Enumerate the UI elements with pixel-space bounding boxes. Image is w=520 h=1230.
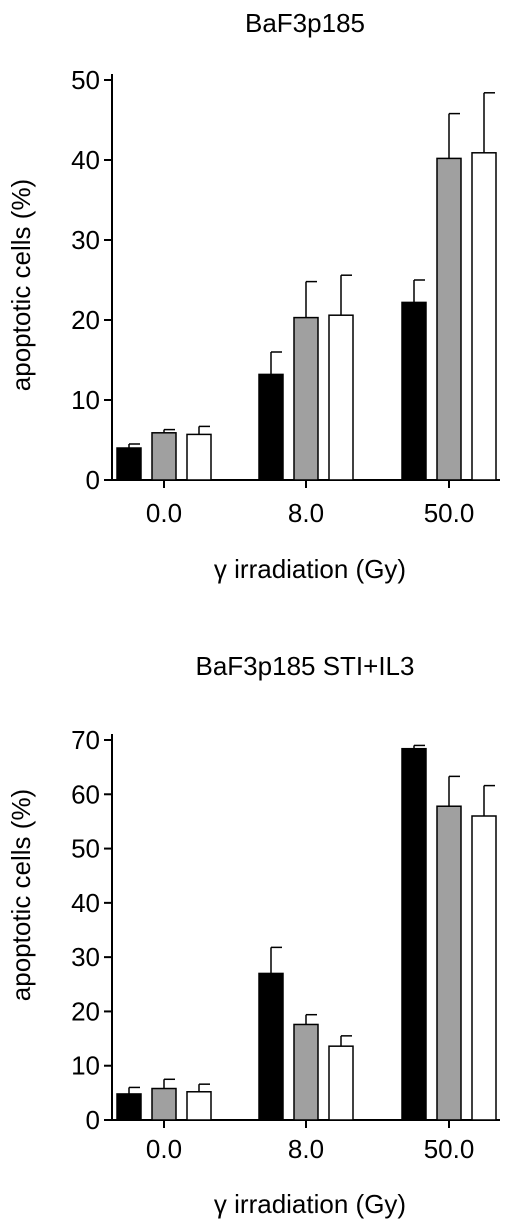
chart-title: BaF3p185 STI+IL3	[196, 651, 415, 681]
x-tick-label: 0.0	[146, 1134, 182, 1164]
plot-area: 0 10 20 30 40 50 60 70 0.0 8.0 50.0	[71, 725, 500, 1164]
y-axis-label: apoptotic cells (%)	[6, 789, 36, 1001]
bar	[401, 301, 427, 481]
y-tick-label: 10	[71, 1051, 100, 1081]
y-tick-label: 10	[71, 385, 100, 415]
y-tick-label: 0	[86, 1105, 100, 1135]
bar	[116, 447, 142, 481]
x-tick-label: 8.0	[288, 498, 324, 528]
y-tick-label: 50	[71, 65, 100, 95]
bar	[293, 316, 319, 481]
y-tick-label: 20	[71, 996, 100, 1026]
y-tick-label: 40	[71, 888, 100, 918]
bar	[401, 747, 427, 1121]
y-tick-label: 70	[71, 725, 100, 755]
y-tick-label: 0	[86, 465, 100, 495]
x-tick-label: 0.0	[146, 498, 182, 528]
y-tick-label: 30	[71, 225, 100, 255]
bar	[116, 1093, 142, 1121]
chart-title: BaF3p185	[245, 8, 365, 38]
bar	[151, 1087, 177, 1121]
y-tick-label: 20	[71, 305, 100, 335]
chart-baf3p185-sti-il3: BaF3p185 STI+IL3 apoptotic cells (%) γ i…	[6, 651, 500, 1219]
x-tick-label: 50.0	[424, 1134, 475, 1164]
x-tick-label: 8.0	[288, 1134, 324, 1164]
bar	[258, 972, 284, 1121]
bar	[471, 152, 497, 481]
bar	[471, 815, 497, 1121]
plot-area: 0 10 20 30 40 50 0.0 8.0 50.0	[71, 65, 500, 528]
y-tick-label: 60	[71, 779, 100, 809]
bar	[436, 805, 462, 1121]
bar	[328, 314, 354, 481]
bar	[328, 1045, 354, 1121]
y-tick-label: 50	[71, 834, 100, 864]
y-axis-label: apoptotic cells (%)	[6, 179, 36, 391]
y-tick-label: 30	[71, 942, 100, 972]
bar	[436, 157, 462, 481]
bar	[186, 433, 212, 481]
chart-baf3p185: BaF3p185 apoptotic cells (%) γ irradiati…	[6, 8, 500, 584]
y-tick-label: 40	[71, 145, 100, 175]
x-axis-label: γ irradiation (Gy)	[214, 554, 406, 584]
bar	[151, 432, 177, 481]
x-tick-label: 50.0	[424, 498, 475, 528]
x-axis-label: γ irradiation (Gy)	[214, 1189, 406, 1219]
bar	[258, 373, 284, 481]
bar	[293, 1023, 319, 1121]
bar	[186, 1091, 212, 1121]
